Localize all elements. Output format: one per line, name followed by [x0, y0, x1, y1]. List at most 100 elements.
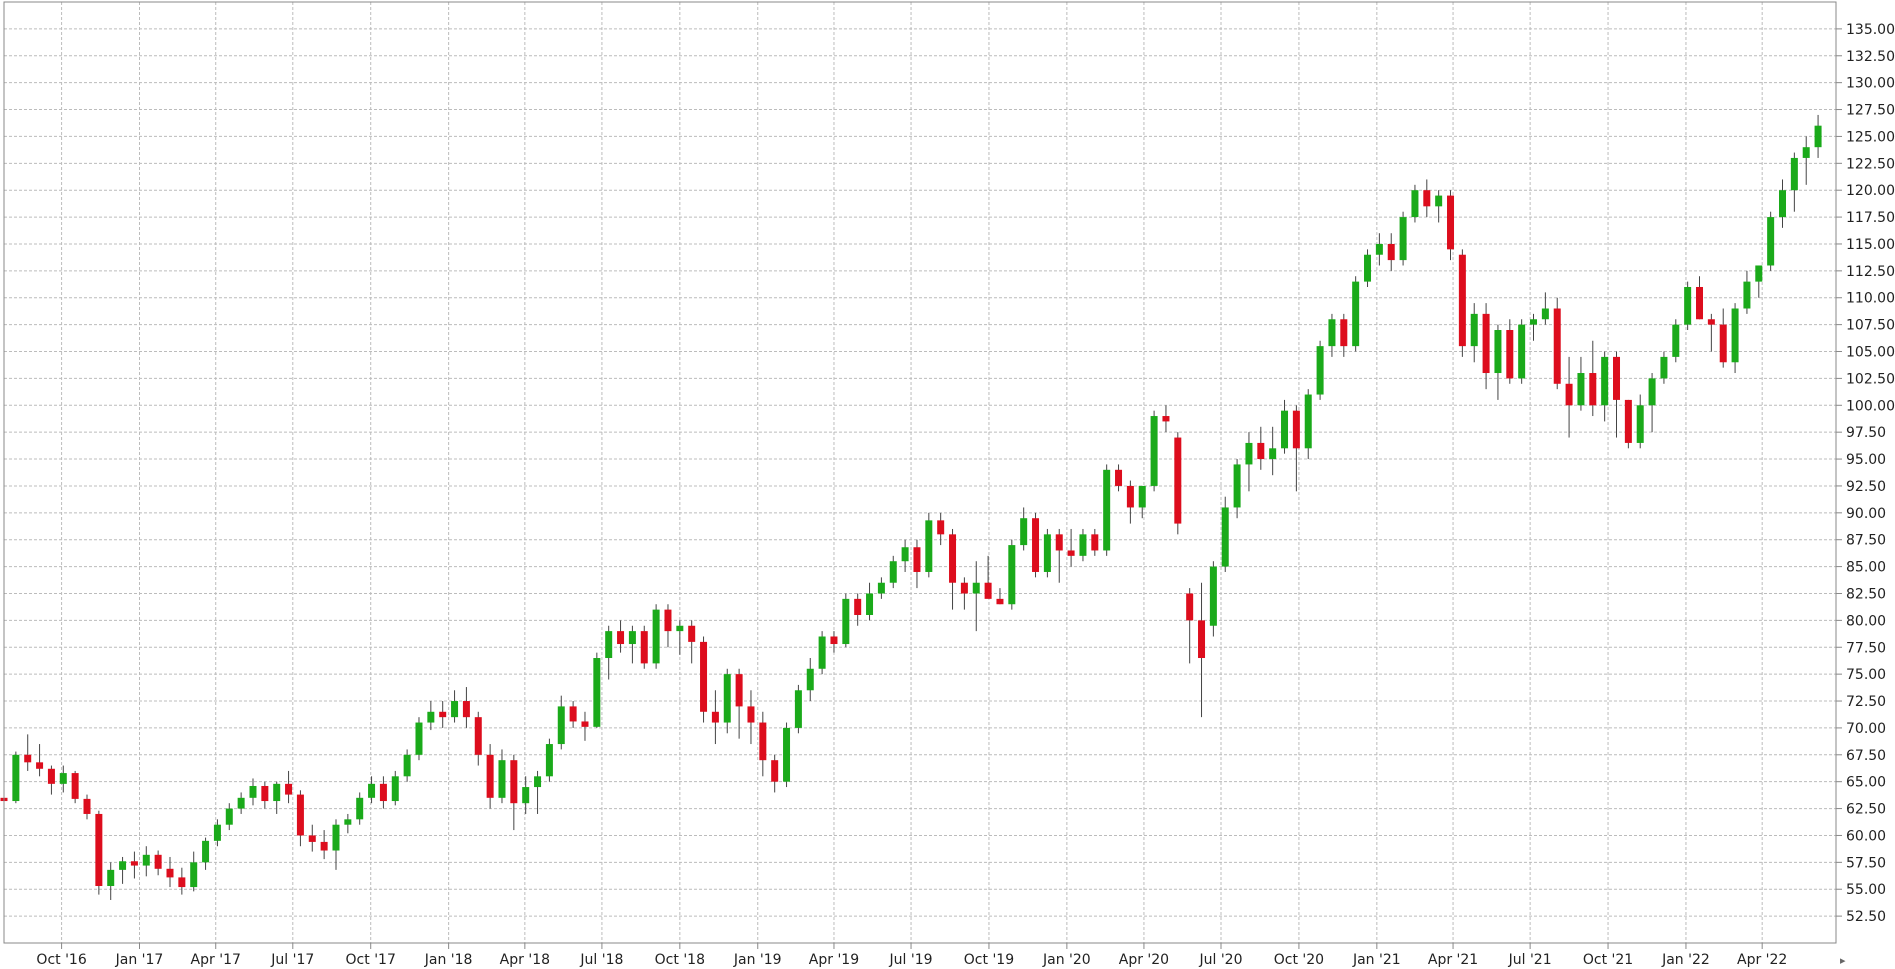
candle-body-down [1719, 324, 1727, 363]
candle [605, 625, 613, 680]
candle [368, 776, 376, 804]
candle-body-up [1281, 410, 1289, 449]
candle-body-up [1209, 566, 1217, 626]
candle [901, 539, 909, 572]
candle [1055, 528, 1063, 583]
candle-body-up [213, 824, 221, 841]
candle [664, 604, 672, 648]
candle [1304, 389, 1312, 460]
y-tick-label: 77.50 [1846, 640, 1886, 656]
x-tick-label: Jan '17 [115, 952, 164, 968]
candle-body-down [166, 868, 174, 878]
y-tick-label: 107.50 [1846, 318, 1895, 334]
x-tick-label: Oct '20 [1274, 952, 1324, 968]
candle-series [0, 114, 1822, 900]
candle-body-up [925, 520, 933, 572]
candle-body-down [688, 625, 696, 642]
candle-body-down [1613, 356, 1621, 400]
candle-body-down [1340, 319, 1348, 347]
y-tick-label: 57.50 [1846, 855, 1886, 871]
candle [462, 687, 470, 728]
candle-body-down [308, 835, 316, 842]
candle-body-down [830, 636, 838, 645]
candle-body-up [1150, 416, 1158, 486]
candle-body-down [1162, 416, 1170, 422]
candle-body-up [344, 819, 352, 825]
candle [1648, 373, 1656, 433]
x-tick-label: Jul '21 [1508, 952, 1552, 968]
candle [1281, 399, 1289, 454]
candle [830, 631, 838, 653]
y-tick-label: 132.50 [1846, 49, 1895, 65]
candle [403, 749, 411, 782]
candle-body-up [1269, 448, 1277, 460]
y-tick-label: 127.50 [1846, 103, 1895, 119]
candle [1719, 308, 1727, 368]
candle-body-up [652, 609, 660, 664]
candle-body-up [1079, 534, 1087, 556]
candle-body-up [1008, 545, 1016, 605]
x-tick-label: Jan '20 [1042, 952, 1091, 968]
candle-body-up [1364, 254, 1372, 282]
candle-body-down [47, 768, 55, 784]
candle-body-up [1020, 518, 1028, 546]
candle-body-up [1518, 324, 1526, 379]
candle-body-down [1174, 437, 1182, 524]
candle-body-up [1731, 308, 1739, 363]
axes [3, 1, 1842, 949]
candle [119, 856, 127, 884]
candle [498, 749, 506, 804]
candle [1518, 319, 1526, 384]
candle [415, 717, 423, 761]
y-tick-label: 55.00 [1846, 882, 1886, 898]
candle-body-up [237, 797, 245, 809]
candle [249, 778, 257, 806]
candle [1435, 190, 1443, 223]
scroll-arrow-icon[interactable]: ▸ [1840, 954, 1846, 967]
candle-body-down [486, 754, 494, 798]
candle [1079, 528, 1087, 562]
candle [24, 734, 32, 771]
candle [1755, 265, 1763, 298]
candle-body-down [1126, 485, 1134, 508]
candle [1779, 179, 1787, 228]
candle-body-up [368, 783, 376, 798]
candle-body-down [771, 760, 779, 782]
candle [166, 856, 174, 888]
candle-body-up [12, 754, 20, 802]
candle-body-down [664, 609, 672, 632]
y-tick-label: 52.50 [1846, 909, 1886, 925]
candle [1399, 211, 1407, 266]
candle-body-down [285, 783, 293, 795]
candle-body-up [877, 582, 885, 594]
candle [700, 636, 708, 723]
candle [723, 668, 731, 734]
candle [818, 631, 826, 675]
candle-body-down [569, 706, 577, 722]
candle-body-up [119, 861, 127, 870]
x-tick-label: Jul '20 [1198, 952, 1242, 968]
y-tick-label: 102.50 [1846, 371, 1895, 387]
candle-body-up [1530, 319, 1538, 325]
candle [439, 701, 447, 728]
x-axis-tick-labels: Oct '16 Jan '17 Apr '17 Jul '17 Oct '17 Jan '… [36, 952, 1787, 968]
y-tick-label: 92.50 [1846, 479, 1886, 495]
candle-body-down [984, 582, 992, 599]
candle [759, 711, 767, 777]
candle [913, 539, 921, 589]
candle [237, 792, 245, 814]
candle [545, 738, 553, 782]
candle [1174, 432, 1182, 535]
y-tick-label: 70.00 [1846, 721, 1886, 737]
candle-body-down [1257, 442, 1265, 460]
candle-body-up [1648, 378, 1656, 406]
candle-body-down [1589, 373, 1597, 406]
candle [1530, 313, 1538, 341]
candle-body-down [1032, 518, 1040, 572]
x-tick-label: Jul '17 [270, 952, 314, 968]
candle-body-down [913, 547, 921, 572]
candle-body-up [1245, 442, 1253, 465]
candle-body-down [320, 841, 328, 851]
y-tick-label: 95.00 [1846, 452, 1886, 468]
